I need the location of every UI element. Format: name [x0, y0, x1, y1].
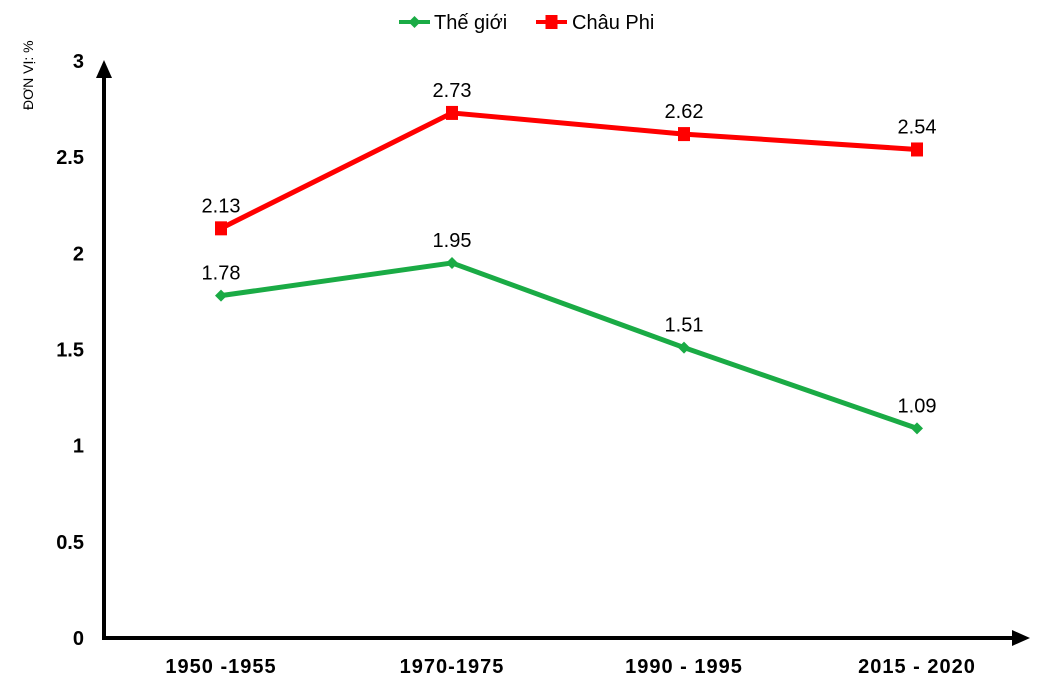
legend-marker-chau-phi: [545, 15, 558, 29]
x-category-label: 1970-1975: [400, 656, 505, 678]
legend: Thế giới Châu Phi: [399, 12, 654, 34]
y-tick-label: 0.5: [56, 532, 84, 554]
data-point: [446, 256, 458, 269]
x-category-label: 1950 -1955: [165, 656, 276, 678]
series-0: 1.78 1.95 1.51 1.09: [202, 230, 937, 435]
data-label: 1.95: [433, 230, 472, 252]
legend-marker-the-gioi: [408, 16, 421, 28]
data-point: [446, 105, 458, 120]
y-tick-label: 0: [73, 628, 84, 650]
data-point: [215, 289, 227, 302]
data-label: 2.13: [202, 195, 241, 217]
series-layer: 1.78 1.95 1.51 1.09 2.13 2.73 2.62 2.54: [202, 80, 937, 435]
y-tick-label: 2: [73, 243, 84, 265]
y-tick-label: 1.5: [56, 340, 84, 362]
legend-label-the-gioi: Thế giới: [434, 12, 507, 34]
data-label: 1.51: [665, 315, 704, 337]
series-line: [219, 110, 918, 231]
data-point: [678, 341, 690, 354]
data-label: 2.73: [433, 80, 472, 102]
y-axis-arrow: [96, 60, 112, 78]
data-point: [911, 142, 923, 157]
data-label: 1.09: [898, 395, 937, 417]
series-line: [220, 260, 918, 431]
legend-label-chau-phi: Châu Phi: [572, 12, 654, 34]
data-point: [911, 422, 923, 435]
data-label: 2.62: [665, 101, 704, 123]
y-tick-label: 2.5: [56, 147, 84, 169]
legend-item-the-gioi: Thế giới: [399, 12, 507, 34]
x-category-label: 1990 - 1995: [625, 656, 743, 678]
y-axis-unit-label: ĐƠN VỊ: %: [20, 40, 36, 110]
x-axis-arrow: [1012, 630, 1030, 646]
axes: [96, 60, 1030, 646]
legend-item-chau-phi: Châu Phi: [536, 12, 654, 34]
data-label: 2.54: [898, 116, 937, 138]
y-tick-labels: 0 0.5 1 1.5 2 2.5 3: [56, 51, 84, 650]
y-tick-label: 3: [73, 51, 84, 73]
x-category-label: 2015 - 2020: [858, 656, 976, 678]
y-tick-label: 1: [73, 436, 84, 458]
data-label: 1.78: [202, 263, 241, 285]
data-point: [678, 127, 690, 142]
x-category-labels: 1950 -1955 1970-1975 1990 - 1995 2015 - 202…: [165, 656, 976, 678]
series-1: 2.13 2.73 2.62 2.54: [202, 80, 937, 236]
data-point: [215, 221, 227, 236]
